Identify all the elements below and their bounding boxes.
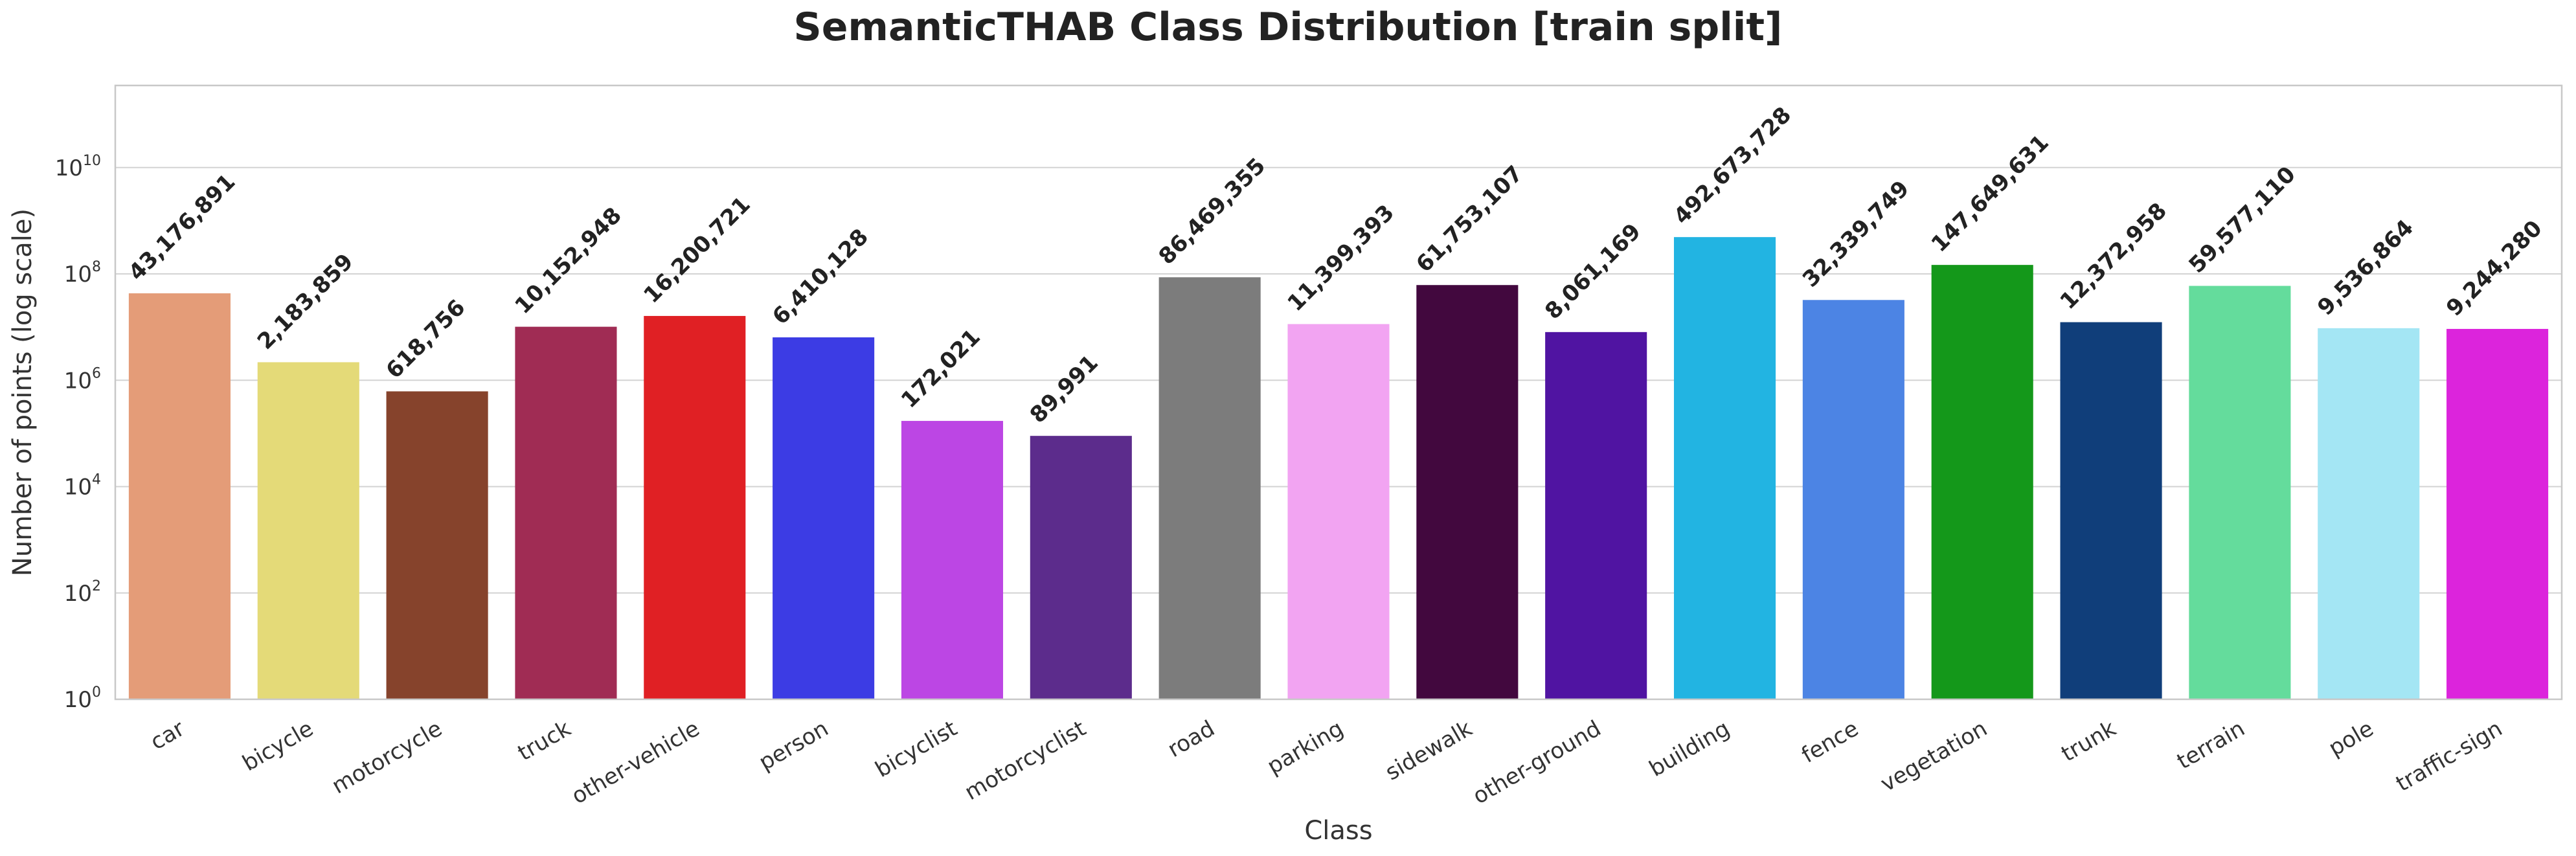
x-tick-label: sidewalk xyxy=(1381,715,1477,786)
plot-frame xyxy=(114,84,2563,701)
x-tick-label: trunk xyxy=(2057,715,2121,767)
y-tick-label: 108 xyxy=(64,259,101,287)
bar-sidewalk xyxy=(1416,285,1519,699)
bar-car xyxy=(128,293,231,699)
bar-motorcyclist xyxy=(1030,436,1132,699)
y-tick-label: 106 xyxy=(64,365,101,394)
chart-title: SemanticTHAB Class Distribution [train s… xyxy=(794,5,1783,50)
value-label: 172,021 xyxy=(896,324,986,414)
bar-traffic-sign xyxy=(2446,328,2549,700)
x-tick-label: bicyclist xyxy=(871,715,962,783)
bars xyxy=(128,237,2549,700)
x-tick-label: motorcyclist xyxy=(960,715,1090,805)
y-tick-label: 102 xyxy=(64,578,101,607)
x-tick-label: bicycle xyxy=(238,715,318,776)
value-label: 32,339,749 xyxy=(1798,175,1914,292)
bar-parking xyxy=(1287,324,1390,700)
value-label: 59,577,110 xyxy=(2184,161,2300,278)
value-label: 6,410,128 xyxy=(767,224,874,330)
value-label: 12,372,958 xyxy=(2055,198,2172,315)
bar-pole xyxy=(2318,328,2420,699)
x-tick-label: other-vehicle xyxy=(567,715,704,809)
x-tick-label: pole xyxy=(2324,715,2378,761)
y-tick-labels: 100 102 104 106 108 1010 xyxy=(55,153,101,713)
bar-building xyxy=(1673,237,1776,700)
x-tick-label: person xyxy=(754,715,833,776)
value-label: 89,991 xyxy=(1025,350,1103,428)
value-label: 86,469,355 xyxy=(1154,153,1271,269)
value-label: 618,756 xyxy=(381,295,471,384)
x-tick-label: fence xyxy=(1797,715,1862,769)
x-tick-label: truck xyxy=(514,715,576,766)
bar-fence xyxy=(1802,300,1904,699)
y-tick-label: 100 xyxy=(64,684,101,713)
y-tick-label: 104 xyxy=(64,472,101,501)
bar-bicyclist xyxy=(901,421,1004,699)
value-label: 8,061,169 xyxy=(1540,219,1646,325)
bar-terrain xyxy=(2189,286,2291,699)
value-label: 10,152,948 xyxy=(510,203,626,319)
value-label: 492,673,728 xyxy=(1669,102,1796,229)
x-tick-label: road xyxy=(1163,715,1219,763)
x-tick-label: other-ground xyxy=(1469,715,1605,809)
bar-vegetation xyxy=(1931,265,2033,699)
value-label: 43,176,891 xyxy=(124,169,240,286)
bar-person xyxy=(773,337,875,699)
x-tick-label: vegetation xyxy=(1876,715,1991,797)
value-label: 61,753,107 xyxy=(1411,161,1528,277)
y-tick-label: 1010 xyxy=(55,153,101,181)
value-label: 9,536,864 xyxy=(2312,215,2419,321)
x-tick-label: traffic-sign xyxy=(2391,715,2507,797)
x-tick-label: parking xyxy=(1263,715,1348,780)
y-axis-label: Number of points (log scale) xyxy=(8,208,38,576)
bar-bicycle xyxy=(257,362,359,699)
x-tick-label: motorcycle xyxy=(328,715,447,799)
value-label: 9,244,280 xyxy=(2441,216,2548,322)
value-label: 16,200,721 xyxy=(638,192,755,308)
value-label: 147,649,631 xyxy=(1926,130,2054,257)
value-label: 11,399,393 xyxy=(1283,199,1399,316)
bar-other-ground xyxy=(1545,332,1647,699)
x-tick-label: terrain xyxy=(2173,715,2249,774)
bar-truck xyxy=(515,326,617,700)
bar-other-vehicle xyxy=(644,315,746,699)
bar-road xyxy=(1158,277,1261,699)
bar-motorcycle xyxy=(386,391,488,699)
x-axis-label: Class xyxy=(1304,816,1372,846)
x-tick-label: building xyxy=(1645,715,1734,782)
bar-trunk xyxy=(2060,322,2162,699)
value-label: 2,183,859 xyxy=(253,249,359,355)
x-tick-label: car xyxy=(146,715,189,755)
